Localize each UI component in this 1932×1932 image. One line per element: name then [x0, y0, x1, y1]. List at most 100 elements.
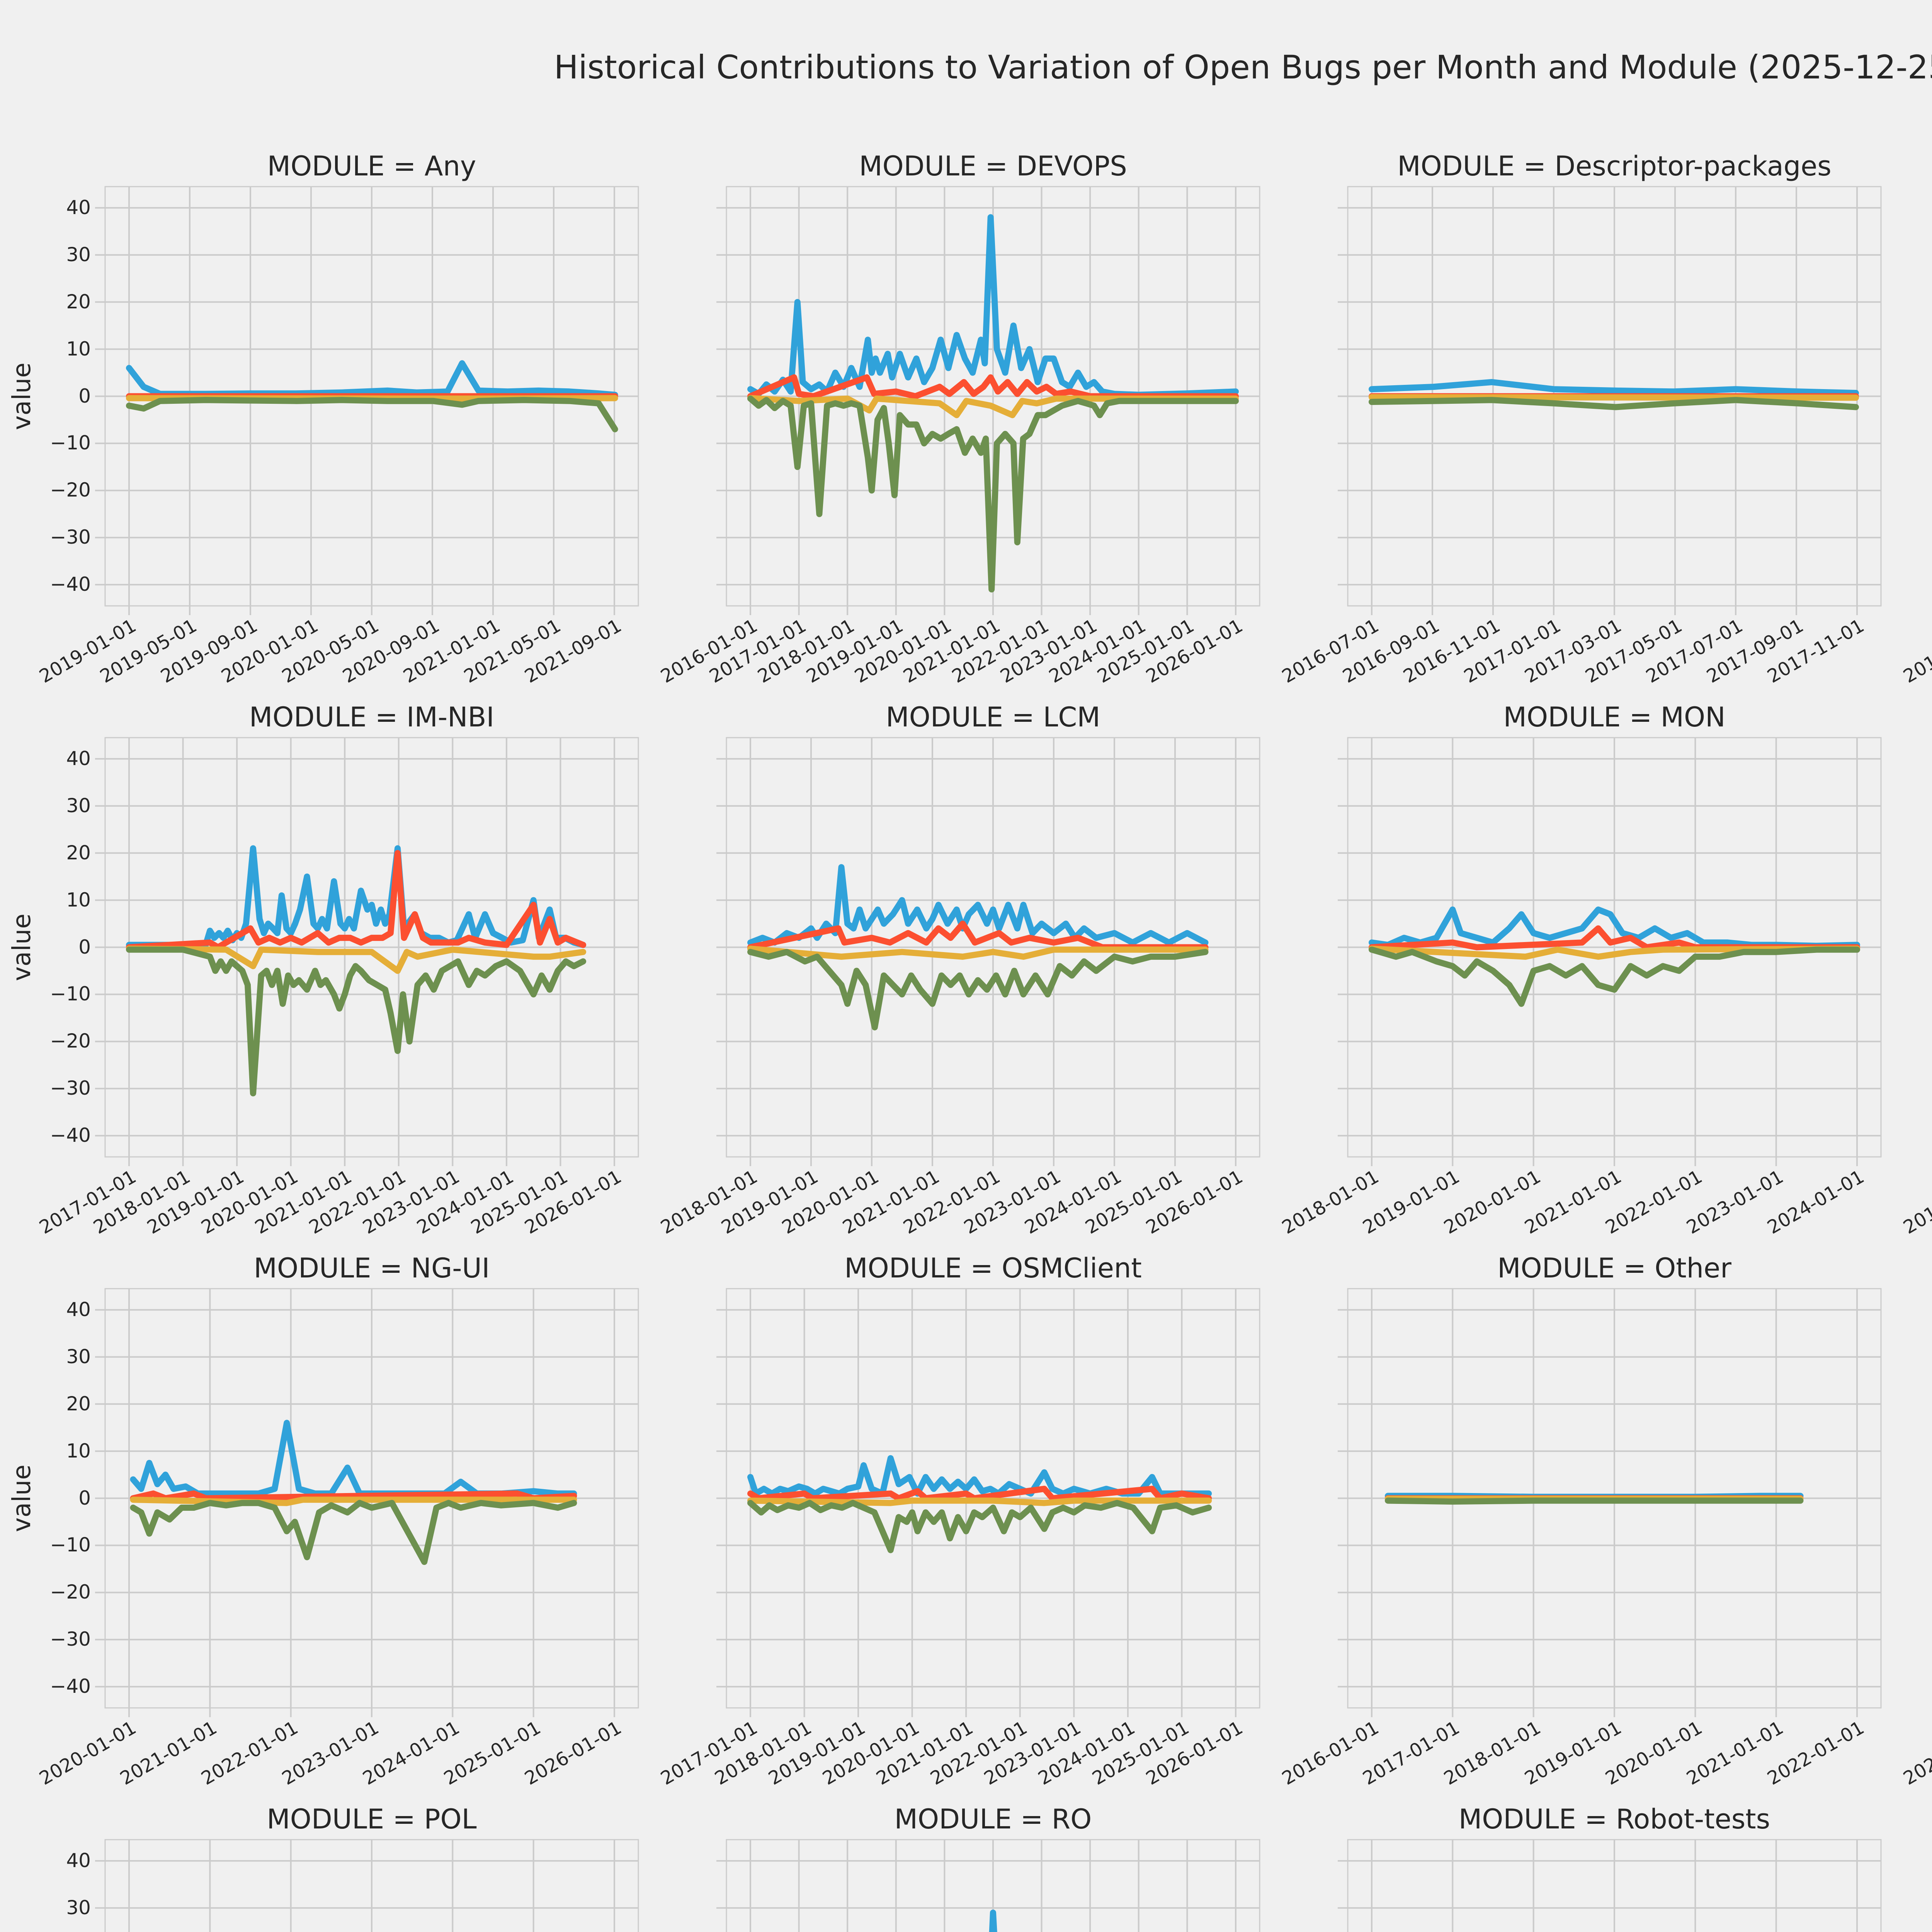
- x-tick-label: 2020-07-01: [1900, 1717, 1932, 1789]
- series-OPENED: [1369, 379, 1859, 396]
- page-title: Historical Contributions to Variation of…: [554, 48, 1932, 86]
- y-tick-label: −30: [50, 1077, 91, 1100]
- series-REOPENED: [747, 1486, 1212, 1502]
- x-tick-label: 2016-01-01: [1900, 615, 1932, 687]
- facet-title: MODULE = IM-NBI: [249, 701, 495, 733]
- facet-title: MODULE = POL: [267, 1803, 477, 1835]
- plot-svg-DEVOPS: [716, 186, 1260, 615]
- plot-area: 2017-01-01 2018-01-01 2019-01-01 2020-01-01…: [8, 737, 639, 1238]
- facet-Other: MODULE = Other 2016-01-01 2017-01-01 2018-…: [1278, 1252, 1882, 1789]
- facet-grid: MODULE = Any 2019-01-01 2019-05-01 2019-09…: [8, 150, 1932, 1932]
- y-tick-label: −10: [50, 1534, 91, 1556]
- y-tick-label: 30: [66, 243, 91, 266]
- facet-MON: MODULE = MON 2018-01-01 2019-01-01 2020-01…: [1278, 701, 1882, 1238]
- y-tick-label: 10: [66, 1439, 91, 1462]
- facet-title: MODULE = Descriptor-packages: [1397, 150, 1832, 182]
- y-tick-label: −20: [50, 479, 91, 502]
- plot-area: 2020-01-012021-01-012022-01-012023-01-01…: [1338, 1839, 1882, 1932]
- y-tick-label: −40: [50, 1124, 91, 1147]
- facet-title: MODULE = NG-UI: [253, 1252, 490, 1284]
- plot-svg-Any: [95, 186, 639, 615]
- facet-NG-UI: MODULE = NG-UI 2020-01-01 2021-01-01 2022-…: [8, 1252, 639, 1789]
- y-tick-label: −20: [50, 1581, 91, 1604]
- series-CLOSED: [747, 1500, 1212, 1553]
- facet-title: MODULE = Robot-tests: [1458, 1803, 1770, 1835]
- y-tick-label: 20: [66, 841, 91, 864]
- y-axis-label: value: [8, 1464, 36, 1532]
- facet-title: MODULE = Any: [267, 150, 476, 182]
- y-tick-label: 20: [66, 1392, 91, 1415]
- facet-IM-NBI: MODULE = IM-NBI 2017-01-01 2018-01-01 2019…: [8, 701, 639, 1238]
- series-CLOSED: [1384, 1497, 1804, 1505]
- facet-Robot-tests: MODULE = Robot-tests 2020-01-012021-01-0…: [1338, 1803, 1882, 1932]
- x-tick-label: 2016-01-01: [1900, 1166, 1932, 1238]
- y-tick-label: 10: [66, 337, 91, 360]
- plot-svg-RO: [716, 1839, 1260, 1932]
- facet-Descriptor-packages: MODULE = Descriptor-packages 2016-07-01 2…: [1278, 150, 1882, 687]
- series-REOPENED: [747, 374, 1239, 400]
- y-tick-label: 40: [66, 1298, 91, 1321]
- y-tick-label: −30: [50, 1628, 91, 1651]
- series-CLOSED: [126, 397, 618, 432]
- series-CLOSED: [747, 395, 1239, 593]
- series-CLOSED: [1369, 397, 1859, 410]
- facet-RO: MODULE = RO 2016-01-012017-01-012018-01-…: [716, 1803, 1260, 1932]
- facet-title: MODULE = OSMClient: [844, 1252, 1142, 1284]
- plot-svg-Descriptor-packages: [1338, 186, 1882, 615]
- series-CLOSED: [747, 949, 1209, 1031]
- facet-title: MODULE = DEVOPS: [859, 150, 1127, 182]
- facet-title: MODULE = LCM: [886, 701, 1100, 733]
- y-tick-label: 0: [78, 935, 91, 958]
- facet-OSMClient: MODULE = OSMClient 2017-01-01 2018-01-01 2…: [657, 1252, 1260, 1789]
- facet-DEVOPS: MODULE = DEVOPS 2016-01-01 2017-01-01 2018…: [657, 150, 1260, 687]
- plot-area: 2016-07-01 2016-09-01 2016-11-01 2017-01-01…: [1278, 186, 1882, 687]
- y-tick-label: 40: [66, 196, 91, 219]
- series-OPENED: [130, 1420, 577, 1497]
- series-REOPENED: [747, 920, 1209, 951]
- plot-svg-OSMClient: [716, 1288, 1260, 1717]
- facet-LCM: MODULE = LCM 2018-01-01 2019-01-01 2020-01…: [657, 701, 1260, 1238]
- y-tick-label: −10: [50, 983, 91, 1005]
- series-REOPENED: [126, 850, 587, 951]
- plot-svg-IM-NBI: [95, 737, 639, 1166]
- plot-area: 2018-01-012019-01-012020-01-012021-01-01…: [66, 1839, 639, 1932]
- y-tick-label: 20: [66, 290, 91, 313]
- y-tick-label: −40: [50, 1675, 91, 1698]
- series-REOPENED: [1369, 925, 1860, 951]
- y-tick-label: −40: [50, 573, 91, 596]
- series-CLOSED: [1369, 946, 1860, 1007]
- series-FALSE_CLOSED: [1369, 946, 1860, 960]
- plot-svg-Other: [1338, 1288, 1882, 1717]
- y-tick-label: −10: [50, 432, 91, 454]
- facet-title: MODULE = RO: [894, 1803, 1092, 1835]
- y-axis-label: value: [8, 913, 36, 981]
- y-tick-label: 0: [78, 384, 91, 407]
- y-tick-label: 30: [66, 794, 91, 817]
- plot-svg-NG-UI: [95, 1288, 639, 1717]
- plot-svg-Robot-tests: [1338, 1839, 1882, 1932]
- series-OPENED: [1369, 906, 1860, 949]
- series-FALSE_CLOSED: [1369, 394, 1859, 401]
- y-tick-label: 30: [66, 1345, 91, 1368]
- y-tick-label: 10: [66, 888, 91, 911]
- y-tick-label: 0: [78, 1486, 91, 1509]
- plot-area: 2017-01-01 2018-01-01 2019-01-01 2020-01-01…: [657, 1288, 1260, 1789]
- facet-POL: MODULE = POL 2018-01-012019-01-012020-01…: [66, 1803, 639, 1932]
- series-OPENED: [747, 214, 1239, 398]
- y-axis-label: value: [8, 362, 36, 430]
- series-FALSE_CLOSED: [126, 946, 587, 974]
- y-axis-label: value: [8, 1840, 36, 1932]
- plot-svg-POL: [95, 1839, 639, 1932]
- y-tick-label: −20: [50, 1030, 91, 1053]
- series-CLOSED: [126, 946, 587, 1097]
- series-FALSE_CLOSED: [747, 1497, 1212, 1506]
- facet-title: MODULE = Other: [1497, 1252, 1731, 1284]
- plot-svg-LCM: [716, 737, 1260, 1166]
- facet-title: MODULE = MON: [1503, 701, 1726, 733]
- plot-svg-MON: [1338, 737, 1882, 1166]
